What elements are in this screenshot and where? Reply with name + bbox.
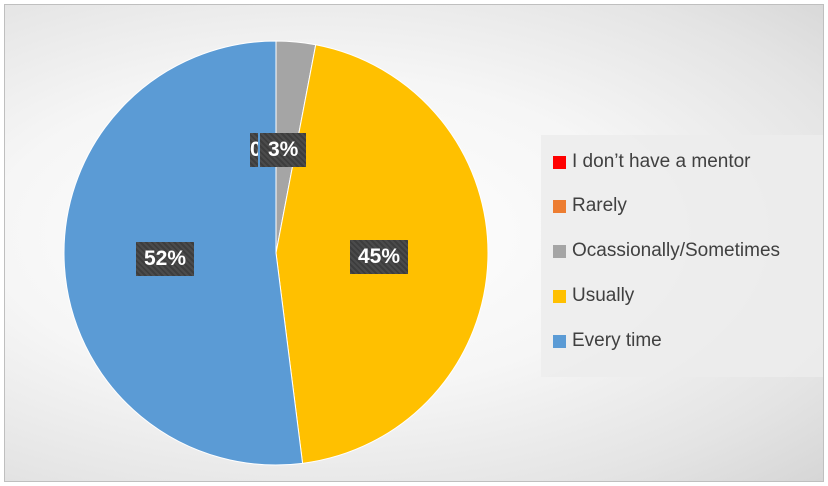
data-label-every-time: 52% [136,242,195,276]
legend: I don’t have a mentor Rarely Ocassionall… [541,135,823,377]
legend-label: Rarely [572,195,627,216]
legend-label: I don’t have a mentor [572,151,751,172]
legend-label: Every time [572,330,662,351]
data-label-occasionally: 3% [260,133,307,167]
data-label-zero: 0 [250,133,258,167]
legend-item-every-time: Every time [553,330,662,352]
legend-label: Ocassionally/Sometimes [572,240,781,261]
legend-item-usually: Usually [553,285,634,307]
chart-area: 0 3% 45% 52% I don’t have a mentor Rarel… [4,4,824,482]
data-label-usually: 45% [350,240,409,274]
legend-item-rarely: Rarely [553,195,627,217]
legend-item-no-mentor: I don’t have a mentor [553,151,751,173]
legend-item-occasionally: Ocassionally/Sometimes [553,240,780,262]
legend-swatch-occasionally [553,244,566,258]
legend-swatch-usually [553,289,566,303]
legend-swatch-rarely [553,199,566,213]
legend-label: Usually [572,285,635,306]
legend-swatch-no-mentor [553,155,566,169]
legend-swatch-every-time [553,334,566,348]
